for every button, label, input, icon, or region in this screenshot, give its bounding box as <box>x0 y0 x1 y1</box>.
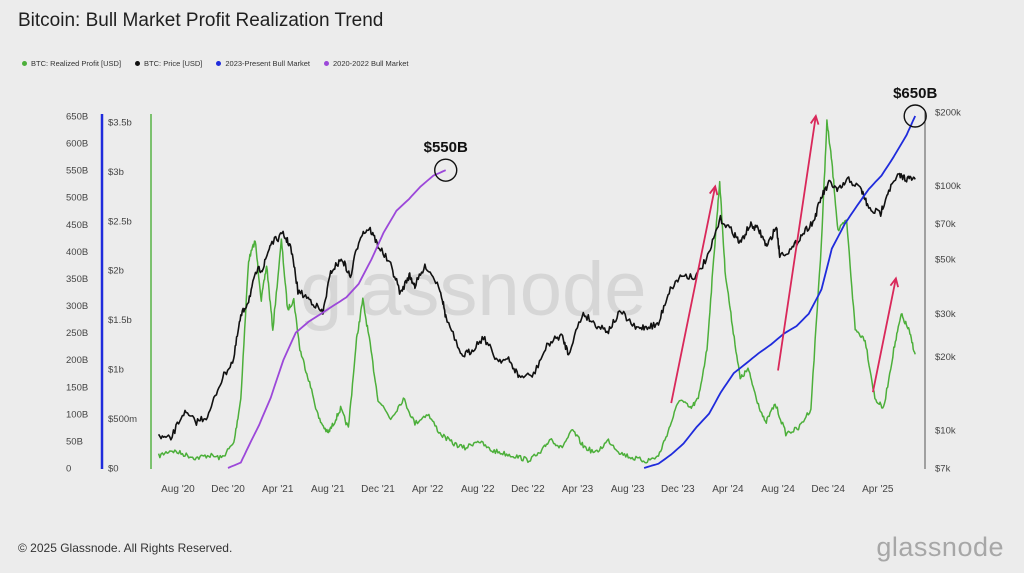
legend-swatch <box>324 61 329 66</box>
y-tick-cumulative: 100B <box>66 409 88 420</box>
x-tick-label: Apr '25 <box>862 484 894 495</box>
annotation-label-1: $650B <box>893 85 937 102</box>
trend-arrow-2 <box>872 278 897 393</box>
x-tick-label: Aug '24 <box>761 484 795 495</box>
x-tick-label: Apr '24 <box>712 484 744 495</box>
y-tick-cumulative: 50B <box>66 436 83 447</box>
y-tick-cumulative: 350B <box>66 274 88 285</box>
x-tick-label: Dec '22 <box>511 484 545 495</box>
legend-label: 2023-Present Bull Market <box>225 59 310 68</box>
x-tick-label: Apr '21 <box>262 484 294 495</box>
chart-legend: BTC: Realized Profit [USD] BTC: Price [U… <box>22 59 408 68</box>
trend-arrow-head-0 <box>709 184 719 196</box>
y-tick-price: $7k <box>935 464 951 475</box>
legend-label: BTC: Price [USD] <box>144 59 203 68</box>
y-tick-cumulative: 500B <box>66 193 88 204</box>
series-line-1 <box>157 172 916 441</box>
x-tick-label: Dec '21 <box>361 484 395 495</box>
y-tick-cumulative: 250B <box>66 328 88 339</box>
x-tick-label: Aug '23 <box>611 484 645 495</box>
x-tick-label: Aug '21 <box>311 484 345 495</box>
y-tick-cumulative: 300B <box>66 301 88 312</box>
series-line-3 <box>227 169 447 469</box>
trend-arrow-head-1 <box>809 113 820 125</box>
annotation-label-0: $550B <box>424 139 468 156</box>
copyright-footer: © 2025 Glassnode. All Rights Reserved. <box>18 541 233 555</box>
y-tick-cumulative: 450B <box>66 220 88 231</box>
y-tick-realized-profit: $3.5b <box>108 117 132 128</box>
y-tick-realized-profit: $1b <box>108 365 124 376</box>
legend-item-2023-bull[interactable]: 2023-Present Bull Market <box>216 59 310 68</box>
y-tick-cumulative: 400B <box>66 247 88 258</box>
legend-swatch <box>216 61 222 66</box>
legend-item-price[interactable]: BTC: Price [USD] <box>135 59 202 68</box>
x-tick-label: Apr '22 <box>412 484 444 495</box>
y-tick-price: $20k <box>935 352 956 363</box>
brand-logo-text: glassnode <box>876 532 1004 562</box>
annotation-circle-1 <box>903 104 927 128</box>
y-tick-price: $200k <box>935 108 961 119</box>
x-tick-label: Aug '20 <box>161 484 195 495</box>
y-tick-realized-profit: $0 <box>108 464 119 475</box>
y-tick-realized-profit: $3b <box>108 167 124 178</box>
legend-label: BTC: Realized Profit [USD] <box>31 59 122 68</box>
watermark-text: glassnode <box>300 247 647 332</box>
series-line-0 <box>157 119 916 464</box>
y-tick-cumulative: 550B <box>66 166 88 177</box>
y-tick-realized-profit: $2b <box>108 266 124 277</box>
trend-arrow-1 <box>777 115 817 371</box>
x-tick-label: Dec '23 <box>661 484 695 495</box>
series-line-2 <box>643 115 917 469</box>
y-tick-realized-profit: $1.5b <box>108 315 132 326</box>
x-tick-label: Dec '24 <box>811 484 845 495</box>
y-tick-realized-profit: $2.5b <box>108 216 132 227</box>
annotation-circle-0 <box>434 158 458 182</box>
x-tick-label: Apr '23 <box>562 484 594 495</box>
chart-title: Bitcoin: Bull Market Profit Realization … <box>18 10 384 31</box>
y-tick-price: $30k <box>935 309 956 320</box>
y-tick-price: $100k <box>935 181 961 192</box>
x-tick-label: Dec '20 <box>211 484 245 495</box>
legend-item-2020-bull[interactable]: 2020-2022 Bull Market <box>324 59 408 68</box>
y-tick-cumulative: 600B <box>66 139 88 150</box>
y-tick-realized-profit: $500m <box>108 414 137 425</box>
y-tick-cumulative: 150B <box>66 382 88 393</box>
legend-label: 2020-2022 Bull Market <box>333 59 409 68</box>
y-tick-cumulative: 0 <box>66 464 71 475</box>
legend-swatch <box>22 61 27 66</box>
legend-item-realized-profit[interactable]: BTC: Realized Profit [USD] <box>22 59 121 68</box>
trend-arrow-head-2 <box>889 276 899 288</box>
trend-arrow-0 <box>670 186 717 404</box>
y-tick-price: $50k <box>935 255 956 266</box>
legend-swatch <box>135 61 141 66</box>
y-tick-price: $10k <box>935 426 956 437</box>
y-tick-cumulative: 200B <box>66 355 88 366</box>
y-tick-price: $70k <box>935 219 956 230</box>
y-tick-cumulative: 650B <box>66 112 88 123</box>
x-tick-label: Aug '22 <box>461 484 495 495</box>
